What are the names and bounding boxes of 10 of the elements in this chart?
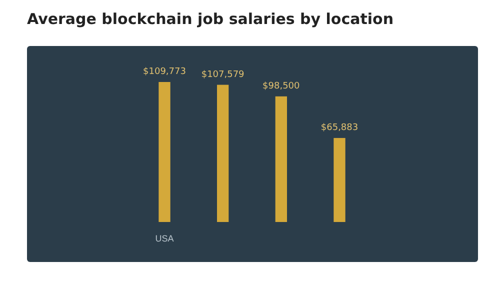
data-label: $109,773: [143, 67, 186, 77]
data-label: $65,883: [320, 122, 358, 133]
bar: [158, 82, 170, 222]
data-label: $107,579: [201, 70, 245, 80]
bar: [275, 96, 287, 222]
bar: [217, 84, 229, 222]
bar: [334, 138, 346, 222]
x-tick-label: USA: [155, 233, 174, 244]
chart-title: Average blockchain job salaries by location: [27, 10, 394, 28]
data-label: $98,500: [262, 81, 300, 92]
